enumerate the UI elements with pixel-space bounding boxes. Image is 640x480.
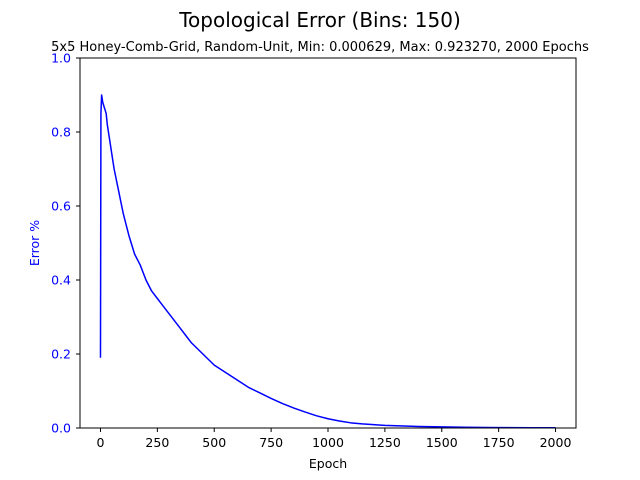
x-tick-label: 1000 xyxy=(312,435,344,450)
plot-area: 0 250 500 750 1000 1250 1500 1750 2000 0.0 0.2 0.4… xyxy=(51,51,577,450)
y-tick-label: 0.0 xyxy=(51,421,71,436)
x-tick-label: 0 xyxy=(97,435,105,450)
series-line-0 xyxy=(99,94,556,429)
x-tick-label: 500 xyxy=(202,435,226,450)
x-tick-label: 1500 xyxy=(426,435,458,450)
x-tick-label: 250 xyxy=(145,435,169,450)
x-tick-label: 2000 xyxy=(540,435,572,450)
chart-subtitle: 5x5 Honey-Comb-Grid, Random-Unit, Min: 0… xyxy=(51,40,589,55)
chart-title: Topological Error (Bins: 150) xyxy=(178,8,461,32)
y-tick-label: 0.6 xyxy=(51,199,71,214)
y-axis: 0.0 0.2 0.4 0.6 0.8 1.0 xyxy=(51,51,80,436)
x-axis: 0 250 500 750 1000 1250 1500 1750 2000 xyxy=(97,428,572,450)
y-tick-label: 0.2 xyxy=(51,347,71,362)
y-axis-label: Error % xyxy=(27,220,42,266)
series-layer xyxy=(99,94,556,429)
x-tick-label: 1750 xyxy=(483,435,515,450)
x-tick-label: 750 xyxy=(259,435,283,450)
x-axis-label: Epoch xyxy=(309,456,347,471)
y-tick-label: 1.0 xyxy=(51,51,71,66)
y-tick-label: 0.8 xyxy=(51,125,71,140)
y-tick-label: 0.4 xyxy=(51,273,71,288)
x-tick-label: 1250 xyxy=(369,435,401,450)
